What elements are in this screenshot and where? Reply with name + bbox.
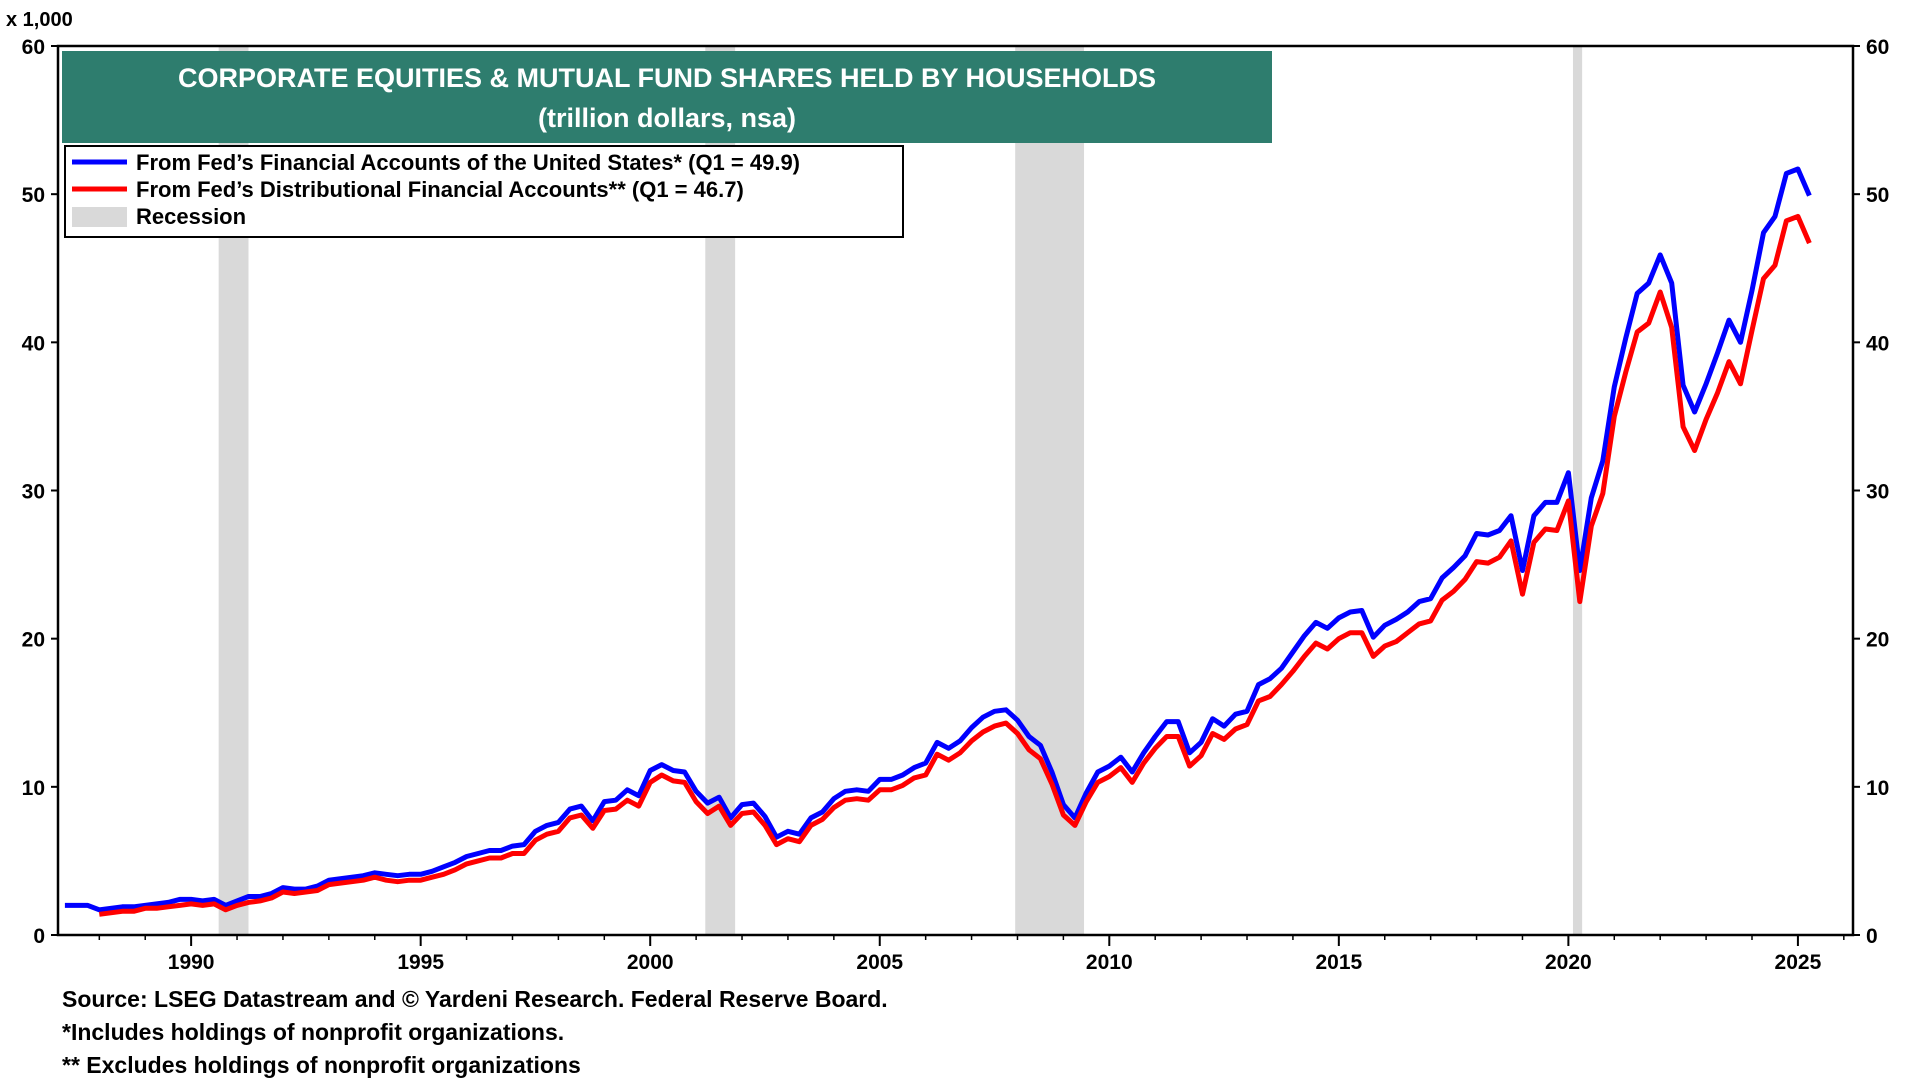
y-tick-label-left: 0 [33, 925, 45, 948]
y-tick-label-left: 40 [22, 332, 45, 355]
x-tick-label: 1990 [168, 951, 215, 974]
legend-label-recession: Recession [136, 204, 246, 229]
x-tick-label: 2025 [1775, 951, 1822, 974]
x-tick-label: 1995 [397, 951, 444, 974]
y-multiplier-label: x 1,000 [6, 9, 73, 31]
series-line-1 [98, 213, 1812, 917]
y-tick-label-right: 10 [1866, 777, 1889, 800]
footnote-includes: *Includes holdings of nonprofit organiza… [62, 1019, 565, 1045]
recession-band-3 [1572, 46, 1583, 935]
chart-subtitle: (trillion dollars, nsa) [538, 103, 796, 133]
x-tick-label: 2000 [627, 951, 674, 974]
legend-label-dfa: From Fed’s Distributional Financial Acco… [136, 177, 744, 202]
y-tick-label-right: 30 [1866, 481, 1889, 504]
x-tick-label: 2020 [1545, 951, 1592, 974]
x-tick-label: 2010 [1086, 951, 1133, 974]
y-tick-label-right: 40 [1866, 332, 1889, 355]
y-tick-label-left: 20 [22, 629, 45, 652]
y-tick-label-right: 50 [1866, 184, 1889, 207]
y-tick-label-left: 50 [22, 184, 45, 207]
y-tick-label-right: 60 [1866, 36, 1889, 59]
x-tick-label: 2005 [856, 951, 903, 974]
recession-band-2 [1015, 46, 1085, 935]
legend-box [64, 145, 904, 238]
series-line-0 [64, 166, 1812, 913]
y-tick-label-right: 20 [1866, 629, 1889, 652]
x-tick-label: 2015 [1315, 951, 1362, 974]
series-lines [64, 166, 1812, 917]
legend-swatch-recession [72, 207, 127, 227]
y-tick-label-left: 30 [22, 481, 45, 504]
y-tick-label-right: 0 [1866, 925, 1878, 948]
y-tick-label-left: 60 [22, 36, 45, 59]
legend-label-fa: From Fed’s Financial Accounts of the Uni… [136, 150, 800, 175]
title-box: CORPORATE EQUITIES & MUTUAL FUND SHARES … [62, 51, 1272, 143]
legend: From Fed’s Financial Accounts of the Uni… [64, 145, 904, 238]
chart-title: CORPORATE EQUITIES & MUTUAL FUND SHARES … [178, 63, 1156, 93]
source-note: Source: LSEG Datastream and © Yardeni Re… [62, 986, 888, 1012]
footnote-excludes: ** Excludes holdings of nonprofit organi… [62, 1052, 581, 1078]
y-tick-label-left: 10 [22, 777, 45, 800]
